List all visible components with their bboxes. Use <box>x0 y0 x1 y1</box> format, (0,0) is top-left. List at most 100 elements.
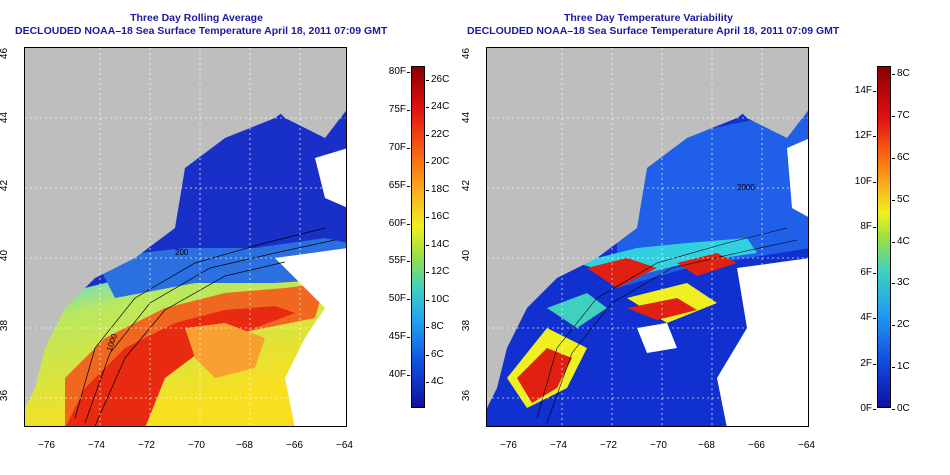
right-ytick-40: 40 <box>461 249 473 262</box>
right-title-line2: DECLOUDED NOAA–18 Sea Surface Temperatur… <box>467 25 840 37</box>
right-colorbar-c-label-6: 2C <box>897 319 910 331</box>
left-colorbar-f-label-7: 45F <box>388 331 406 343</box>
right-colorbar-c-label-8: 0C <box>897 403 910 414</box>
left-colorbar-c-label-3: 20C <box>431 156 450 168</box>
right-xtick-74: −74 <box>550 440 567 451</box>
left-ytick-46: 46 <box>0 47 11 60</box>
right-colorbar-c-label-1: 7C <box>897 109 910 121</box>
right-colorbar-f-label-tick-2 <box>873 181 876 183</box>
left-colorbar-c-label-tick-5 <box>426 217 429 219</box>
left-colorbar-f-label-tick-4 <box>407 223 410 225</box>
left-sst-map: 200 1000 <box>24 47 347 427</box>
left-colorbar-c-label-11: 4C <box>431 376 444 387</box>
right-colorbar-f-label-0: 14F <box>854 85 872 96</box>
left-colorbar-c-label-tick-2 <box>426 134 429 136</box>
right-xtick-72: −72 <box>600 440 617 451</box>
left-colorbar <box>411 66 425 408</box>
right-colorbar-c-label-tick-6 <box>892 325 895 327</box>
right-colorbar-c-label-tick-0 <box>892 74 895 75</box>
right-colorbar-f-label-6: 2F <box>860 357 872 369</box>
right-colorbar-f-label-1: 12F <box>854 130 872 142</box>
left-colorbar-f-label-tick-7 <box>407 337 410 339</box>
left-colorbar-c-label-tick-11 <box>426 382 429 383</box>
left-colorbar-c-label-tick-7 <box>426 272 429 274</box>
right-colorbar-f-label-4: 6F <box>860 266 872 278</box>
left-colorbar-c-label-1: 24C <box>431 101 450 113</box>
right-xtick-64: −64 <box>798 440 815 451</box>
right-colorbar-c-label-tick-1 <box>892 115 895 117</box>
left-colorbar-f-label-tick-8 <box>407 375 410 376</box>
right-colorbar-c-label-tick-5 <box>892 283 895 285</box>
left-colorbar-c-label-8: 10C <box>431 293 450 305</box>
left-xtick-76: −76 <box>38 440 55 451</box>
left-colorbar-c-label-tick-8 <box>426 299 429 301</box>
left-colorbar-f-label-6: 50F <box>388 293 406 305</box>
left-colorbar-c-label-5: 16C <box>431 211 450 223</box>
contour-label-200: 200 <box>175 248 189 257</box>
left-colorbar-f-label-0: 80F <box>388 66 406 77</box>
left-colorbar-c-label-tick-0 <box>426 80 429 81</box>
right-colorbar-f-label-tick-7 <box>873 409 876 410</box>
left-colorbar-c-label-tick-6 <box>426 244 429 246</box>
right-colorbar-f-label-7: 0F <box>860 403 872 414</box>
left-colorbar-f-label-tick-1 <box>407 109 410 111</box>
left-xtick-68: −68 <box>236 440 253 451</box>
left-ytick-44: 44 <box>0 111 11 124</box>
right-variability-map: 2000 <box>486 47 809 427</box>
right-xtick-66: −66 <box>748 440 765 451</box>
left-ytick-38: 38 <box>0 319 11 332</box>
right-colorbar-c-label-0: 8C <box>897 68 910 79</box>
right-colorbar-f-label-tick-5 <box>873 318 876 320</box>
left-colorbar-f-label-4: 60F <box>388 217 406 229</box>
right-colorbar-c-label-3: 5C <box>897 193 910 205</box>
left-colorbar-c-label-9: 8C <box>431 321 444 333</box>
left-xtick-74: −74 <box>88 440 105 451</box>
right-colorbar-f-label-tick-4 <box>873 272 876 274</box>
right-colorbar-c-label-tick-4 <box>892 241 895 243</box>
right-ytick-46: 46 <box>461 47 473 60</box>
right-colorbar-f-label-5: 4F <box>860 312 872 324</box>
right-colorbar-c-label-tick-2 <box>892 157 895 159</box>
left-colorbar-f-label-1: 75F <box>388 103 406 115</box>
left-colorbar-f-label-3: 65F <box>388 179 406 191</box>
left-ytick-40: 40 <box>0 249 11 262</box>
left-colorbar-f-label-tick-6 <box>407 299 410 301</box>
right-colorbar-c-label-tick-3 <box>892 199 895 201</box>
right-xtick-68: −68 <box>698 440 715 451</box>
left-colorbar-c-label-tick-3 <box>426 162 429 164</box>
contour-label-2000: 2000 <box>737 183 755 192</box>
left-xtick-64: −64 <box>336 440 353 451</box>
right-ytick-38: 38 <box>461 319 473 332</box>
left-colorbar-c-label-tick-1 <box>426 107 429 109</box>
right-xtick-76: −76 <box>500 440 517 451</box>
left-colorbar-f-label-tick-0 <box>407 72 410 73</box>
left-colorbar-c-label-tick-10 <box>426 354 429 356</box>
left-colorbar-c-label-tick-9 <box>426 327 429 329</box>
right-ytick-44: 44 <box>461 111 473 124</box>
left-colorbar-c-label-0: 26C <box>431 74 450 85</box>
right-colorbar-c-label-tick-8 <box>892 409 895 410</box>
left-colorbar-f-label-2: 70F <box>388 141 406 153</box>
right-colorbar-f-label-tick-1 <box>873 136 876 138</box>
right-colorbar-f-label-tick-3 <box>873 227 876 229</box>
right-colorbar-f-label-2: 10F <box>854 175 872 187</box>
left-ytick-36: 36 <box>0 389 11 402</box>
left-colorbar-c-label-2: 22C <box>431 128 450 140</box>
left-colorbar-c-label-tick-4 <box>426 189 429 191</box>
left-title-line1: Three Day Rolling Average <box>130 12 263 24</box>
right-colorbar-f-label-3: 8F <box>860 221 872 233</box>
right-ytick-36: 36 <box>461 389 473 402</box>
right-colorbar-c-label-2: 6C <box>897 151 910 163</box>
left-xtick-66: −66 <box>286 440 303 451</box>
left-colorbar-c-label-10: 6C <box>431 348 444 360</box>
right-colorbar-f-label-tick-0 <box>873 91 876 92</box>
left-colorbar-f-label-5: 55F <box>388 255 406 267</box>
left-colorbar-f-label-tick-2 <box>407 147 410 149</box>
right-ytick-42: 42 <box>461 179 473 192</box>
right-colorbar-c-label-7: 1C <box>897 361 910 373</box>
right-colorbar <box>877 66 891 408</box>
left-title-line2: DECLOUDED NOAA–18 Sea Surface Temperatur… <box>15 25 388 37</box>
right-colorbar-f-label-tick-6 <box>873 363 876 365</box>
left-colorbar-c-label-6: 14C <box>431 238 450 250</box>
right-colorbar-c-label-tick-7 <box>892 367 895 369</box>
